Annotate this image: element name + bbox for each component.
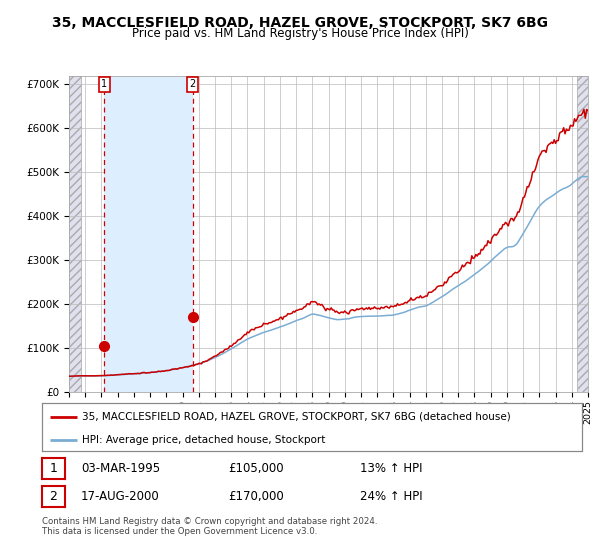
Text: £105,000: £105,000 <box>228 461 284 475</box>
Bar <box>577 76 590 392</box>
Text: 1: 1 <box>49 461 58 475</box>
Text: 17-AUG-2000: 17-AUG-2000 <box>81 489 160 503</box>
Text: This data is licensed under the Open Government Licence v3.0.: This data is licensed under the Open Gov… <box>42 528 317 536</box>
Text: 03-MAR-1995: 03-MAR-1995 <box>81 461 160 475</box>
Text: 35, MACCLESFIELD ROAD, HAZEL GROVE, STOCKPORT, SK7 6BG (detached house): 35, MACCLESFIELD ROAD, HAZEL GROVE, STOC… <box>83 412 511 422</box>
Text: Contains HM Land Registry data © Crown copyright and database right 2024.: Contains HM Land Registry data © Crown c… <box>42 517 377 526</box>
Text: 35, MACCLESFIELD ROAD, HAZEL GROVE, STOCKPORT, SK7 6BG: 35, MACCLESFIELD ROAD, HAZEL GROVE, STOC… <box>52 16 548 30</box>
Text: 13% ↑ HPI: 13% ↑ HPI <box>360 461 422 475</box>
Text: £170,000: £170,000 <box>228 489 284 503</box>
Bar <box>104 76 193 392</box>
Text: 24% ↑ HPI: 24% ↑ HPI <box>360 489 422 503</box>
Text: HPI: Average price, detached house, Stockport: HPI: Average price, detached house, Stoc… <box>83 435 326 445</box>
Text: 2: 2 <box>190 80 196 90</box>
Text: 1: 1 <box>101 80 107 90</box>
Bar <box>69 76 81 392</box>
Text: 2: 2 <box>49 489 58 503</box>
Text: Price paid vs. HM Land Registry's House Price Index (HPI): Price paid vs. HM Land Registry's House … <box>131 27 469 40</box>
